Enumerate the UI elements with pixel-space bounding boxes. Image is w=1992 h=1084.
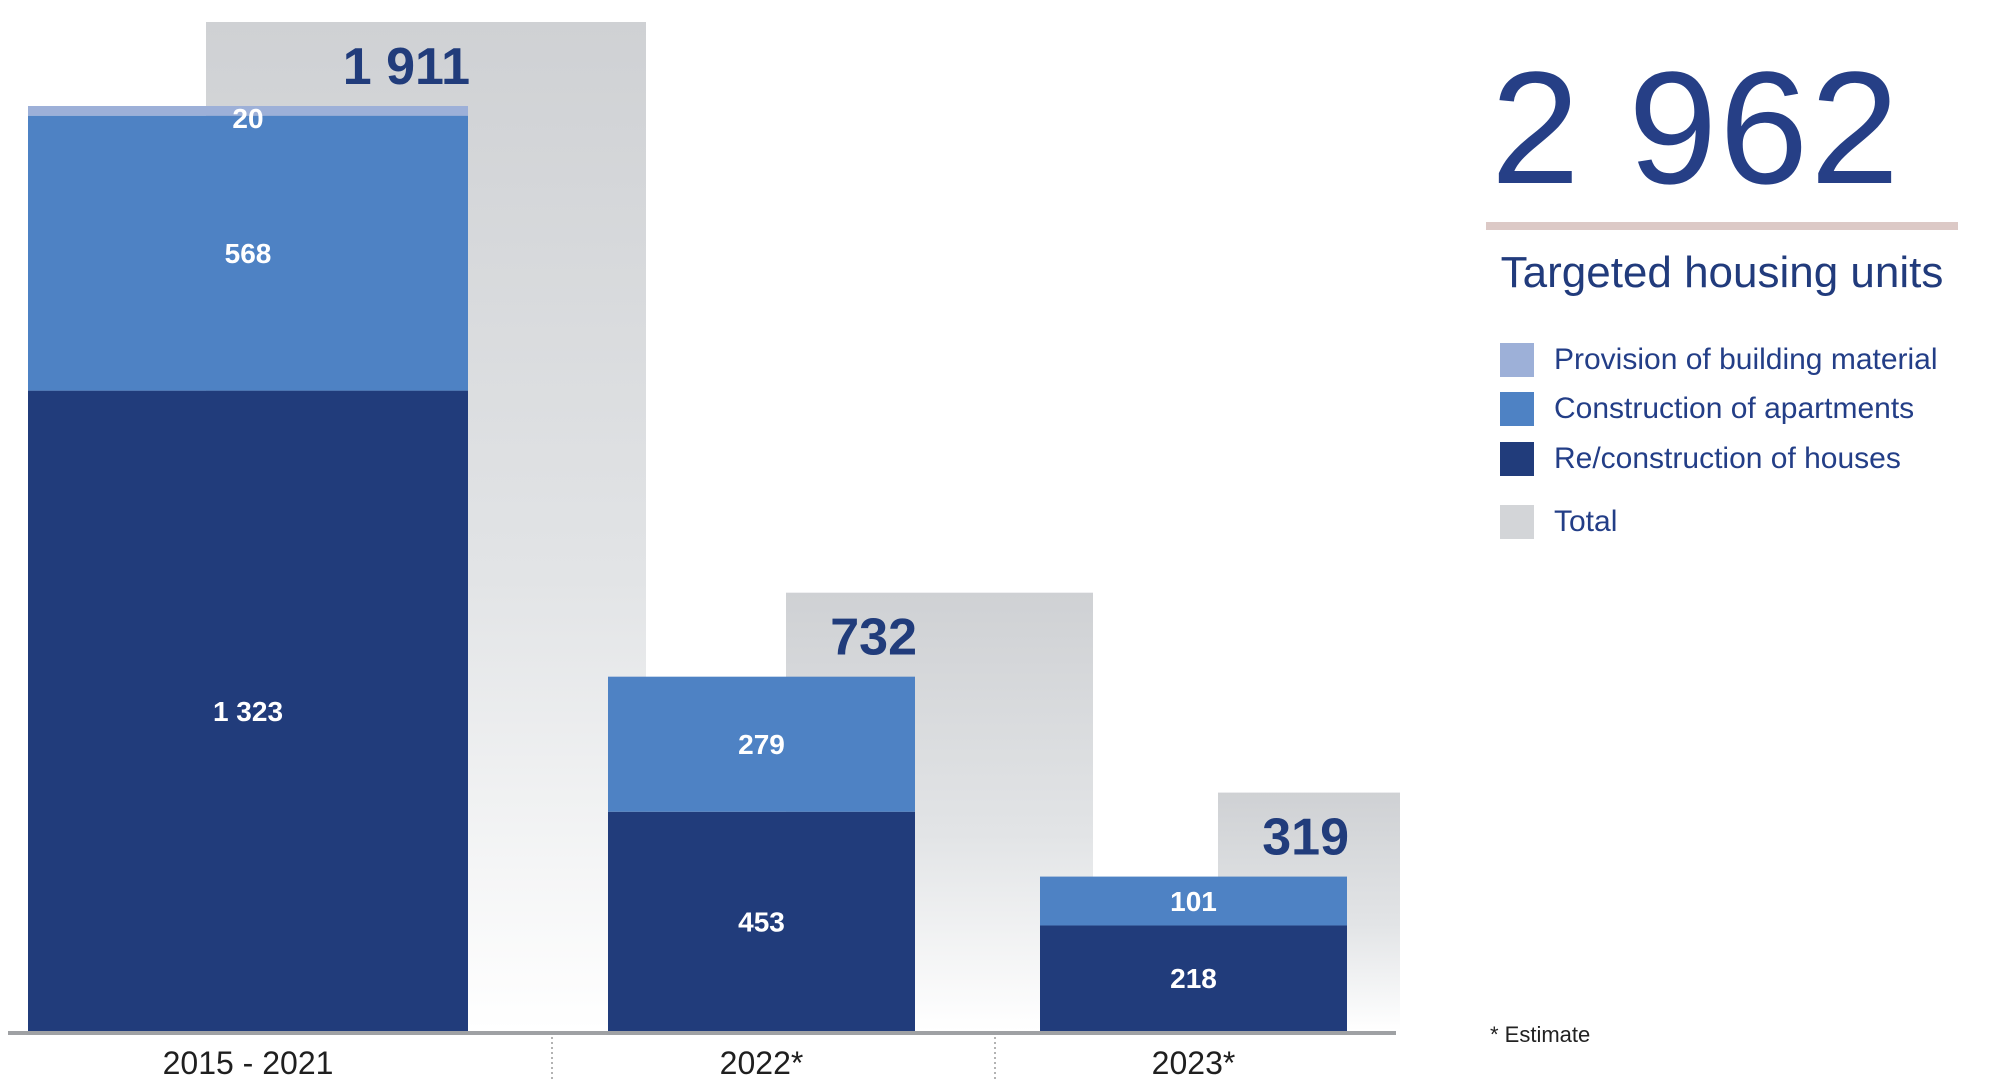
x-tick-label: 2022* bbox=[720, 1045, 804, 1081]
bar-segment bbox=[28, 106, 468, 116]
estimate-footnote: * Estimate bbox=[1490, 1022, 1591, 1047]
total-housing-units-label: Targeted housing units bbox=[1500, 248, 1944, 297]
segment-value-label: 218 bbox=[1170, 963, 1217, 994]
segment-value-label: 20 bbox=[232, 103, 263, 134]
bar-segment bbox=[28, 115, 468, 391]
segment-value-label: 453 bbox=[738, 906, 785, 937]
bar-segment bbox=[1040, 876, 1347, 926]
x-tick-label: 2023* bbox=[1152, 1045, 1236, 1081]
segment-value-label: 101 bbox=[1170, 886, 1217, 917]
x-tick-label: 2015 - 2021 bbox=[163, 1045, 334, 1081]
bar-segment bbox=[1040, 925, 1347, 1031]
total-value-label: 1 911 bbox=[343, 38, 470, 96]
legend-label: Provision of building material bbox=[1554, 343, 1938, 376]
segment-value-label: 1 323 bbox=[213, 696, 283, 727]
segment-value-label: 568 bbox=[225, 238, 272, 269]
segment-value-label: 279 bbox=[738, 729, 785, 760]
bar-segment bbox=[28, 390, 468, 1032]
legend-label: Construction of apartments bbox=[1554, 392, 1915, 425]
total-housing-units-value: 2 962 bbox=[1490, 38, 1902, 217]
legend-swatch bbox=[1500, 392, 1534, 426]
legend-swatch bbox=[1500, 505, 1534, 539]
legend-label: Total bbox=[1554, 505, 1618, 538]
bar-segment bbox=[608, 676, 915, 812]
legend-swatch bbox=[1500, 343, 1534, 377]
stacked-bar-chart: 1 323 568 20 1 911 453 279 732 218 101 319 2015 -… bbox=[8, 22, 1400, 1081]
divider-line bbox=[1486, 222, 1958, 230]
legend-label: Re/construction of houses bbox=[1554, 442, 1901, 475]
total-value-label: 732 bbox=[830, 609, 917, 667]
legend-swatch bbox=[1500, 442, 1534, 476]
total-value-label: 319 bbox=[1262, 809, 1349, 867]
bar-segment bbox=[608, 811, 915, 1031]
